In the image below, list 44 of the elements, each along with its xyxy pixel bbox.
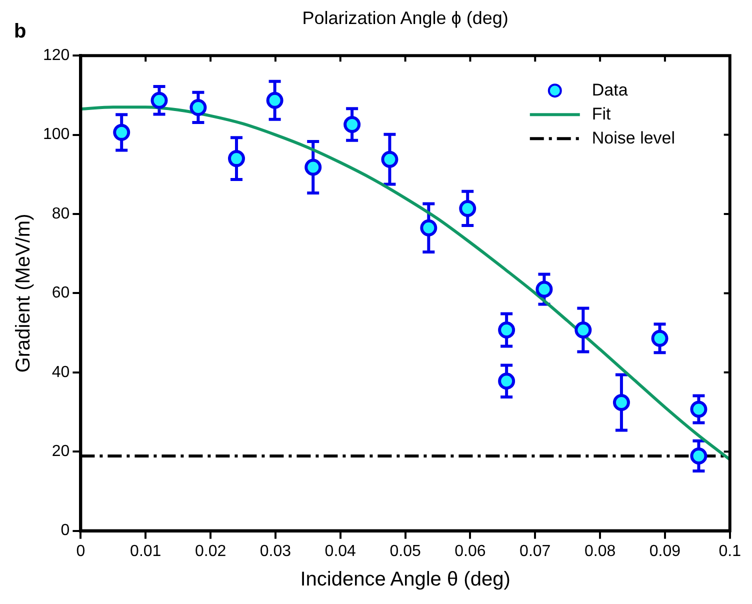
point — [113, 124, 130, 141]
legend-label: Noise level — [592, 128, 676, 148]
legend-label: Fit — [592, 104, 612, 124]
point — [304, 158, 322, 176]
point — [536, 280, 553, 298]
point — [574, 322, 592, 339]
x-tick-label: 0.04 — [324, 542, 356, 560]
point — [498, 372, 516, 390]
line-series — [80, 106, 730, 462]
point — [266, 92, 284, 109]
legend-label: Data — [592, 80, 628, 100]
x-tick-label: 0.09 — [649, 542, 681, 560]
point — [690, 400, 708, 418]
x-tick-label: 0.05 — [390, 542, 421, 560]
text: b — [14, 20, 26, 43]
y-tick-label: 80 — [52, 205, 70, 222]
point — [190, 98, 207, 116]
point — [690, 447, 708, 464]
x-tick-label: 0 — [76, 542, 86, 560]
point — [612, 394, 630, 411]
y-tick-label: 20 — [52, 443, 70, 460]
y-tick-label: 0 — [60, 522, 70, 540]
point — [459, 200, 476, 217]
point — [498, 322, 516, 339]
x-tick-label: 0.1 — [718, 542, 742, 560]
x2-axis-title: Polarization Angle ϕ (deg) — [302, 8, 508, 28]
point — [228, 150, 245, 168]
x-tick-label: 0.08 — [584, 542, 616, 560]
x-tick-label: 0.07 — [520, 542, 551, 560]
y-tick-label: 100 — [42, 126, 70, 144]
point — [420, 219, 438, 236]
x-tick-label: 0.06 — [454, 542, 486, 560]
x-axis-title: Incidence Angle θ (deg) — [300, 568, 510, 591]
point — [381, 150, 398, 168]
point — [344, 116, 361, 134]
x-tick-label: 0.02 — [194, 542, 226, 560]
point — [150, 92, 168, 109]
x-tick-label: 0.01 — [130, 542, 162, 560]
y-axis-title: Gradient (MeV/m) — [12, 214, 35, 373]
y-tick-label: 40 — [52, 364, 70, 381]
point — [651, 330, 668, 347]
x-tick-label: 0.03 — [260, 542, 292, 560]
y-tick-label: 120 — [42, 47, 70, 64]
y-tick-label: 60 — [52, 284, 70, 302]
